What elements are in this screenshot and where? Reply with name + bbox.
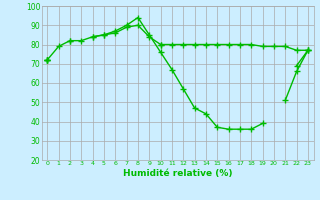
X-axis label: Humidité relative (%): Humidité relative (%) bbox=[123, 169, 232, 178]
